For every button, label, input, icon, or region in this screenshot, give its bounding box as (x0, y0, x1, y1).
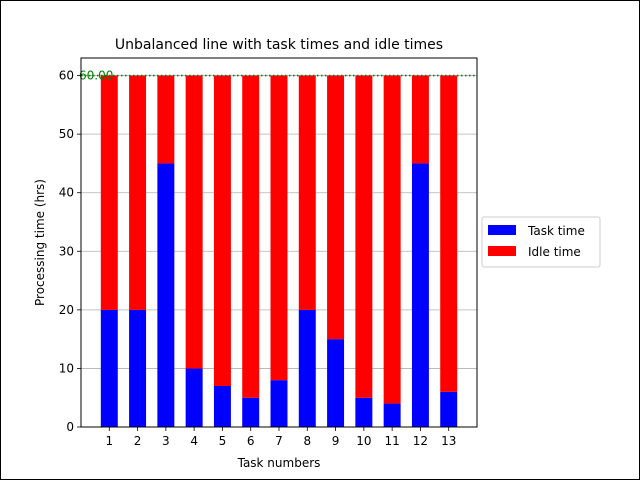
bar-task-time-9 (327, 339, 345, 427)
bar-idle-time-3 (157, 75, 175, 164)
y-tick-label: 30 (59, 244, 74, 258)
bar-task-time-6 (242, 397, 260, 427)
x-tick-label: 11 (385, 434, 400, 448)
bar-idle-time-6 (242, 75, 260, 398)
bar-task-time-11 (383, 403, 401, 427)
y-tick-label: 40 (59, 186, 74, 200)
chart-title: Unbalanced line with task times and idle… (115, 37, 443, 53)
x-tick-label: 10 (356, 434, 371, 448)
reference-line-layer: 60.00 (79, 69, 477, 83)
legend-label-task-time: Task time (527, 224, 585, 238)
bar-task-time-4 (185, 368, 203, 427)
bar-task-time-7 (270, 380, 288, 427)
x-tick-label: 8 (303, 434, 311, 448)
bar-idle-time-12 (411, 75, 429, 164)
legend-label-idle-time: Idle time (528, 245, 581, 259)
x-tick-label: 4 (190, 434, 198, 448)
x-tick-label: 13 (441, 434, 456, 448)
bar-idle-time-11 (383, 75, 401, 404)
legend-swatch-idle-time (488, 246, 516, 256)
legend: Task time Idle time (481, 216, 601, 268)
y-tick-label: 10 (59, 361, 74, 375)
x-tick-label: 7 (275, 434, 283, 448)
bar-idle-time-10 (355, 75, 373, 398)
bar-task-time-12 (411, 163, 429, 427)
bar-idle-time-4 (185, 75, 203, 369)
y-tick-label: 60 (59, 69, 74, 83)
bar-idle-time-8 (298, 75, 316, 310)
x-tick-label: 6 (247, 434, 255, 448)
bar-task-time-5 (213, 386, 231, 427)
bar-idle-time-9 (327, 75, 345, 340)
bar-idle-time-7 (270, 75, 288, 381)
bar-idle-time-1 (100, 75, 118, 310)
bars-layer (100, 75, 458, 427)
bar-idle-time-13 (440, 75, 458, 392)
y-tick-label: 50 (59, 127, 74, 141)
bar-task-time-10 (355, 397, 373, 427)
bar-task-time-2 (129, 309, 147, 427)
reference-line-label: 60.00 (79, 69, 113, 83)
legend-swatch-task-time (488, 225, 516, 235)
bar-idle-time-5 (213, 75, 231, 387)
x-tick-label: 5 (219, 434, 227, 448)
x-tick-label: 2 (134, 434, 142, 448)
y-tick-label: 20 (59, 303, 74, 317)
x-tick-label: 9 (332, 434, 340, 448)
y-axis-label: Processing time (hrs) (33, 179, 47, 306)
x-tick-label: 1 (105, 434, 113, 448)
bar-task-time-3 (157, 163, 175, 427)
y-tick-label: 0 (66, 420, 74, 434)
x-tick-label: 3 (162, 434, 170, 448)
x-axis-label: Task numbers (237, 456, 321, 470)
bar-task-time-1 (100, 309, 118, 427)
bar-task-time-8 (298, 309, 316, 427)
bar-idle-time-2 (129, 75, 147, 310)
x-tick-label: 12 (413, 434, 428, 448)
bar-task-time-13 (440, 391, 458, 427)
